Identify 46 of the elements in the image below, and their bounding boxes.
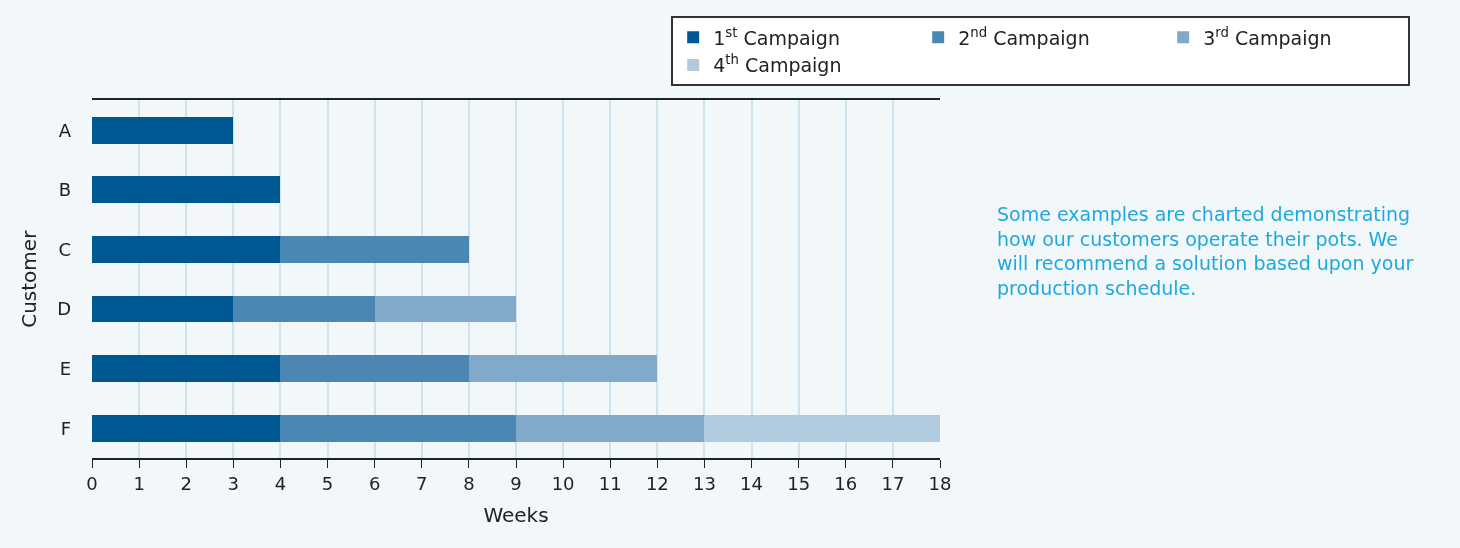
bar bbox=[92, 295, 234, 323]
x-tick-label: 16 bbox=[834, 472, 858, 494]
x-tick-label: 15 bbox=[787, 472, 811, 494]
x-tick-label: 0 bbox=[86, 472, 98, 494]
bar bbox=[92, 116, 234, 144]
y-axis-title: Customer bbox=[16, 229, 41, 328]
x-tick-label: 18 bbox=[928, 472, 952, 494]
x-tick-label: 11 bbox=[598, 472, 622, 494]
y-tick-label: B bbox=[58, 179, 71, 201]
y-tick-label: A bbox=[58, 119, 72, 141]
legend-label: 2$^{nd}$ Campaign bbox=[958, 24, 1090, 49]
bar bbox=[92, 355, 281, 383]
x-tick-label: 17 bbox=[881, 472, 905, 494]
x-tick-label: 4 bbox=[274, 472, 287, 494]
bar bbox=[233, 295, 375, 323]
x-tick-label: 1 bbox=[133, 472, 145, 494]
x-tick-label: 8 bbox=[463, 472, 475, 494]
bar bbox=[704, 414, 940, 442]
bar bbox=[280, 236, 469, 263]
x-tick-label: 2 bbox=[180, 472, 192, 494]
bar bbox=[92, 414, 281, 442]
bar bbox=[92, 236, 281, 263]
x-tick-label: 9 bbox=[510, 472, 522, 494]
bar bbox=[280, 414, 516, 442]
legend-label: 1$^{st}$ Campaign bbox=[713, 24, 840, 49]
x-axis-title: Weeks bbox=[483, 502, 549, 527]
y-tick-label: F bbox=[60, 417, 71, 439]
x-tick-label: 7 bbox=[416, 472, 428, 494]
y-tick-label: E bbox=[59, 357, 71, 379]
x-tick-label: 12 bbox=[645, 472, 669, 494]
bar bbox=[468, 355, 658, 383]
y-tick-label: D bbox=[57, 298, 71, 320]
text: Some examples are charted demonstrating how our customers operate their pots. We will recommend a solution based upon your production schedule. bbox=[997, 203, 1414, 300]
x-tick-label: 14 bbox=[740, 472, 764, 494]
bar bbox=[516, 414, 705, 442]
y-tick-label: C bbox=[58, 238, 71, 260]
bar bbox=[280, 355, 469, 383]
bar bbox=[374, 295, 516, 323]
x-tick-label: 13 bbox=[692, 472, 716, 494]
x-tick-label: 6 bbox=[368, 472, 381, 494]
x-tick-label: 5 bbox=[321, 472, 334, 494]
legend-label: 4$^{th}$ Campaign bbox=[713, 52, 842, 77]
bar bbox=[92, 176, 281, 204]
x-tick-label: 10 bbox=[551, 472, 575, 494]
x-tick-label: 3 bbox=[227, 472, 240, 494]
legend-label: 3$^{rd}$ Campaign bbox=[1203, 24, 1332, 49]
